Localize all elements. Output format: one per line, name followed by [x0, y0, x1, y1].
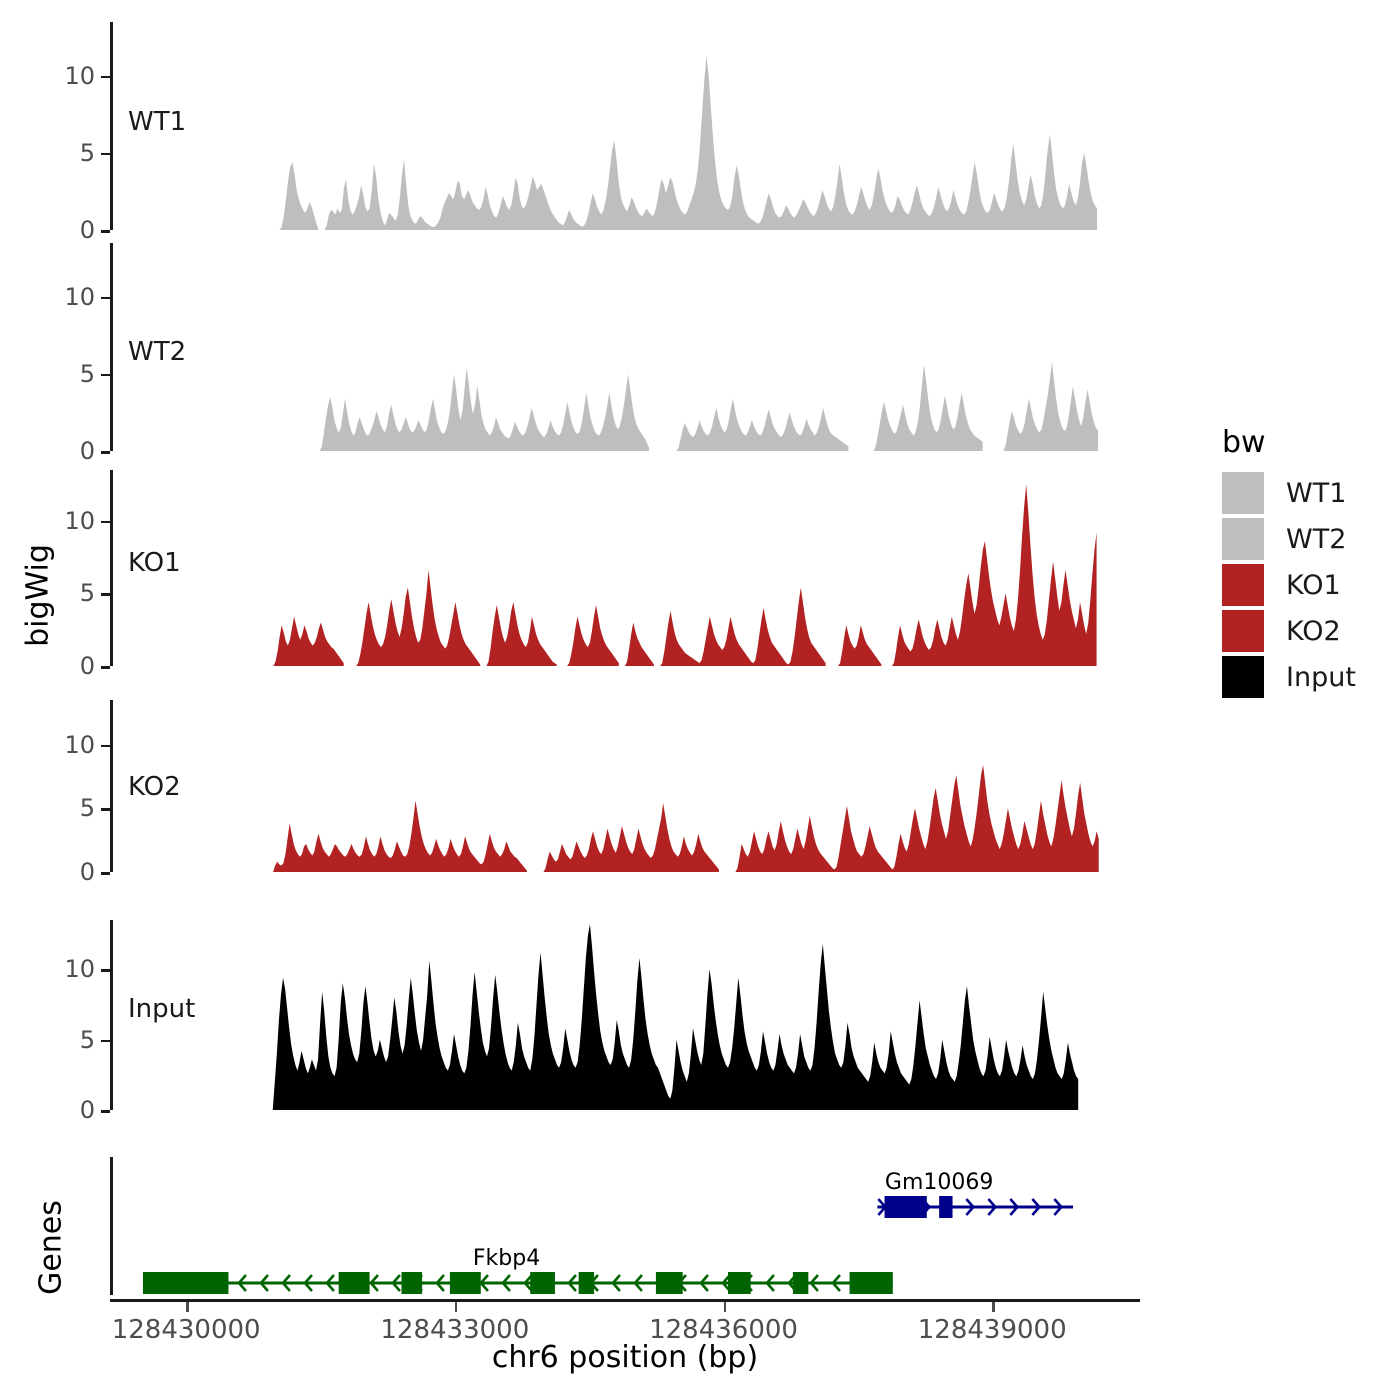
- track-panel-wt2: 0 5 10 WT2: [64, 243, 1140, 465]
- y-axis-line: [110, 700, 113, 872]
- x-tick-label: 128436000: [649, 1315, 798, 1345]
- x-tick-label: 128439000: [917, 1315, 1067, 1345]
- y-tick: 0: [80, 652, 110, 680]
- y-tick: 0: [80, 437, 110, 465]
- y-tick: 5: [80, 139, 110, 167]
- y-tick-label: 5: [79, 579, 95, 608]
- x-tick: [723, 1302, 727, 1312]
- gene-label-fkbp4: Fkbp4: [473, 1246, 540, 1271]
- legend-item-input[interactable]: Input: [1222, 654, 1397, 700]
- signal-area-ko2: [110, 700, 1140, 872]
- y-tick-label: 10: [64, 282, 95, 311]
- legend-item-wt1[interactable]: WT1: [1222, 470, 1397, 516]
- signal-area-wt2: [110, 243, 1140, 451]
- exon: [449, 1272, 481, 1294]
- legend-rows: WT1 WT2 KO1 KO2 Input: [1222, 470, 1397, 700]
- legend: bw WT1 WT2 KO1 KO2 Input: [1222, 428, 1397, 700]
- y-tick: 0: [80, 216, 110, 244]
- legend-label-wt1: WT1: [1286, 477, 1347, 509]
- legend-item-wt2[interactable]: WT2: [1222, 516, 1397, 562]
- gene-model-gm10069: Gm10069: [877, 1170, 1074, 1218]
- exon: [142, 1272, 229, 1294]
- y-tick: 0: [80, 858, 110, 886]
- y-tick: 10: [64, 507, 110, 535]
- y-tick: 5: [80, 579, 110, 607]
- exon: [655, 1272, 683, 1294]
- x-tick-label: 128433000: [380, 1315, 530, 1345]
- y-tick: 10: [64, 731, 110, 759]
- exon: [849, 1272, 893, 1294]
- exon: [578, 1272, 595, 1294]
- y-tick-label: 5: [79, 359, 95, 388]
- exon: [884, 1196, 927, 1218]
- y-axis-line: [110, 22, 113, 230]
- x-tick: [186, 1302, 189, 1312]
- y-tick-label: 5: [79, 1025, 95, 1054]
- genes-axis-title: Genes: [33, 1200, 69, 1295]
- legend-item-ko2[interactable]: KO2: [1222, 608, 1397, 654]
- legend-label-ko2: KO2: [1286, 615, 1341, 647]
- y-tick-label: 5: [79, 138, 95, 167]
- track-label-ko1: KO1: [128, 548, 181, 578]
- track-label-wt2: WT2: [128, 337, 187, 367]
- x-axis-line: [110, 1299, 1140, 1302]
- y-tick: 5: [80, 1026, 110, 1054]
- track-panel-input: 0 5 10 Input: [64, 920, 1140, 1124]
- exon: [792, 1272, 809, 1294]
- x-tick-label: 128430000: [111, 1315, 261, 1345]
- signal-area-ko1: [110, 470, 1140, 666]
- y-axis-line: [110, 920, 113, 1110]
- legend-title: bw: [1222, 425, 1266, 460]
- exon: [338, 1272, 370, 1294]
- y-tick-label: 10: [64, 61, 95, 90]
- legend-label-wt2: WT2: [1286, 523, 1347, 555]
- legend-item-ko1[interactable]: KO1: [1222, 562, 1397, 608]
- y-tick-label: 0: [79, 437, 95, 465]
- gene-label-gm10069: Gm10069: [885, 1170, 993, 1195]
- y-tick-label: 10: [64, 955, 95, 984]
- y-tick: 10: [64, 955, 110, 983]
- y-tick-label: 0: [79, 652, 95, 680]
- y-axis-line: [110, 243, 113, 451]
- legend-swatch-ko2: [1222, 610, 1264, 652]
- legend-swatch-ko1: [1222, 564, 1264, 606]
- genes-axis-line: [110, 1157, 113, 1295]
- y-tick-label: 5: [79, 794, 95, 823]
- y-tick: 0: [80, 1096, 110, 1124]
- track-label-input: Input: [128, 994, 196, 1024]
- x-axis-title: chr6 position (bp): [491, 1340, 759, 1375]
- y-tick-label: 10: [64, 730, 95, 759]
- exon: [401, 1272, 423, 1294]
- track-label-ko2: KO2: [128, 772, 181, 802]
- y-tick-label: 10: [64, 506, 95, 535]
- legend-swatch-wt1: [1222, 472, 1264, 514]
- exon: [939, 1196, 953, 1218]
- y-tick: 10: [64, 62, 110, 90]
- signal-area-wt1: [110, 22, 1140, 230]
- genes-panel: Gm10069 Fkbp4: [110, 1155, 1140, 1300]
- track-panel-wt1: 0 5 10 WT1: [64, 22, 1140, 244]
- exon: [728, 1272, 751, 1294]
- x-tick: [454, 1302, 458, 1312]
- y-tick-label: 0: [79, 858, 95, 886]
- y-tick-label: 0: [79, 216, 95, 244]
- y-tick: 5: [80, 794, 110, 822]
- legend-label-ko1: KO1: [1286, 569, 1341, 601]
- y-tick: 5: [80, 360, 110, 388]
- y-tick: 10: [64, 283, 110, 311]
- legend-label-input: Input: [1286, 661, 1356, 693]
- signal-area-input: [110, 920, 1140, 1110]
- y-tick-label: 0: [79, 1096, 95, 1124]
- track-panel-ko2: 0 5 10 KO2: [64, 700, 1140, 886]
- y-axis-line: [110, 470, 113, 666]
- legend-swatch-input: [1222, 656, 1264, 698]
- x-tick: [992, 1302, 995, 1312]
- gene-model-fkbp4: Fkbp4: [142, 1246, 893, 1294]
- legend-swatch-wt2: [1222, 518, 1264, 560]
- exon: [530, 1272, 555, 1294]
- track-panel-ko1: 0 5 10 KO1: [64, 470, 1140, 680]
- track-label-wt1: WT1: [128, 107, 187, 137]
